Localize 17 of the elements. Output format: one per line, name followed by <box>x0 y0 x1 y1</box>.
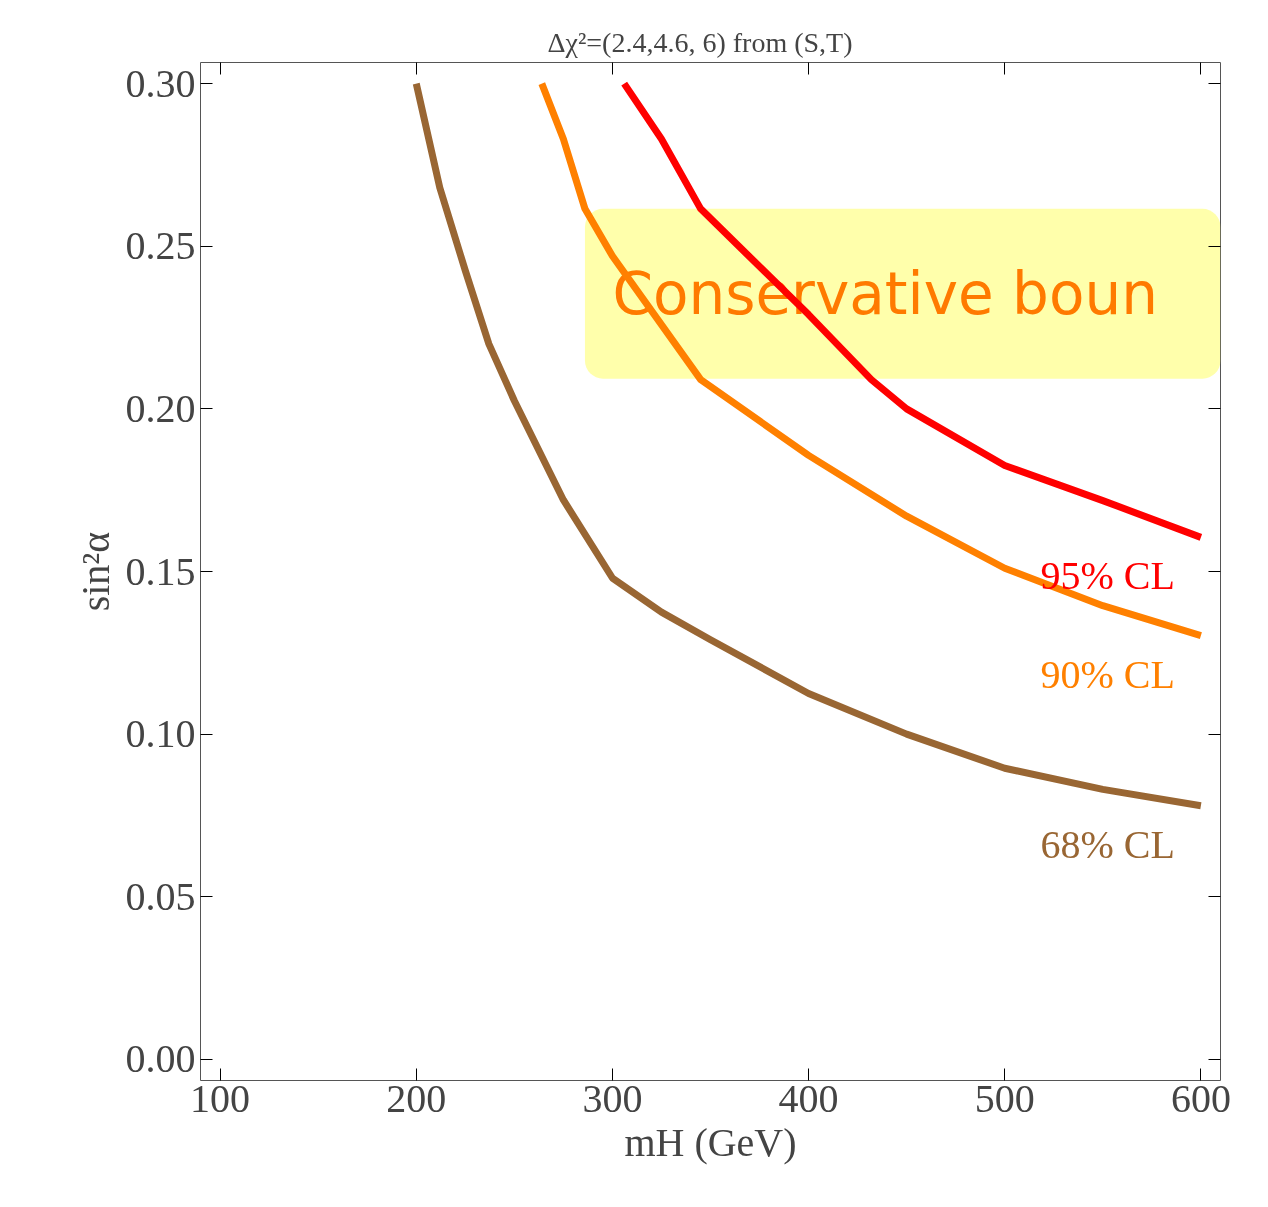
y-tick-label: 0.30 <box>125 60 196 106</box>
x-axis-title: mH (GeV) <box>624 1119 797 1165</box>
x-tick-label: 400 <box>778 1075 839 1121</box>
y-tick-label: 0.10 <box>125 711 196 757</box>
x-tick-label: 500 <box>974 1075 1035 1121</box>
x-tick-label: 200 <box>386 1075 447 1121</box>
y-tick-label: 0.25 <box>125 223 196 269</box>
chart-title: Δχ²=(2.4,4.6, 6) from (S,T) <box>547 26 853 58</box>
x-tick-label: 600 <box>1170 1075 1231 1121</box>
y-tick-label: 0.05 <box>125 873 196 919</box>
series-label: 95% CL <box>1040 553 1175 599</box>
series-label: 68% CL <box>1040 821 1175 867</box>
y-tick-label: 0.20 <box>125 385 196 431</box>
x-tick-label: 300 <box>582 1075 643 1121</box>
y-axis-title: sin²α <box>72 531 118 612</box>
series-label: 90% CL <box>1040 651 1175 697</box>
y-tick-label: 0.15 <box>125 548 196 594</box>
